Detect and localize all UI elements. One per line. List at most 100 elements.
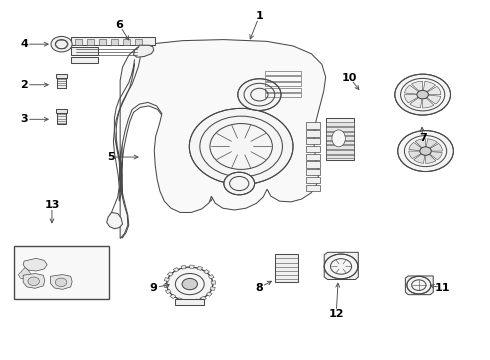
Polygon shape — [324, 252, 358, 279]
Polygon shape — [427, 86, 441, 95]
Text: 9: 9 — [150, 283, 158, 293]
Polygon shape — [23, 258, 47, 271]
Polygon shape — [412, 81, 423, 91]
Polygon shape — [415, 139, 425, 148]
Polygon shape — [200, 296, 206, 301]
Polygon shape — [206, 292, 212, 296]
Bar — [326, 145, 353, 149]
Polygon shape — [210, 287, 215, 291]
Polygon shape — [410, 98, 422, 108]
Bar — [326, 150, 353, 153]
Polygon shape — [208, 275, 214, 279]
Circle shape — [189, 108, 293, 185]
Polygon shape — [414, 154, 425, 163]
Circle shape — [51, 36, 72, 52]
Bar — [265, 76, 301, 81]
Polygon shape — [426, 139, 438, 148]
Text: 7: 7 — [419, 133, 427, 143]
Bar — [306, 138, 320, 144]
Text: 3: 3 — [20, 114, 28, 124]
Text: 2: 2 — [20, 80, 28, 90]
Polygon shape — [197, 266, 203, 270]
Polygon shape — [170, 294, 176, 299]
Polygon shape — [423, 98, 434, 108]
Polygon shape — [173, 267, 179, 272]
Circle shape — [238, 79, 281, 111]
Bar — [275, 254, 298, 282]
Bar — [306, 185, 320, 191]
Circle shape — [420, 147, 431, 155]
Circle shape — [28, 277, 40, 285]
Bar — [71, 37, 155, 45]
Polygon shape — [405, 85, 418, 94]
Polygon shape — [425, 154, 436, 163]
Circle shape — [55, 278, 67, 287]
Circle shape — [182, 278, 197, 290]
Bar — [57, 111, 66, 123]
Bar — [14, 246, 109, 299]
Bar — [265, 71, 301, 75]
Polygon shape — [409, 142, 421, 150]
Bar — [326, 154, 353, 158]
Text: 5: 5 — [107, 152, 114, 162]
Polygon shape — [204, 270, 210, 274]
Bar — [306, 177, 320, 183]
Bar — [57, 76, 66, 88]
Polygon shape — [430, 144, 442, 151]
Text: 6: 6 — [115, 20, 123, 30]
Bar — [306, 161, 320, 168]
Bar — [135, 39, 142, 45]
Ellipse shape — [332, 130, 345, 147]
Bar — [87, 39, 94, 45]
Text: 10: 10 — [342, 73, 357, 83]
Circle shape — [167, 267, 213, 301]
Bar — [111, 39, 118, 45]
Text: 12: 12 — [328, 309, 344, 319]
Bar — [326, 122, 353, 126]
Bar — [306, 122, 320, 129]
Polygon shape — [423, 81, 436, 92]
Polygon shape — [166, 289, 171, 294]
Bar — [265, 87, 301, 92]
Circle shape — [398, 131, 453, 171]
Bar — [306, 153, 320, 160]
Polygon shape — [107, 212, 122, 229]
Bar — [56, 109, 67, 113]
Text: 11: 11 — [435, 283, 451, 293]
Bar — [326, 141, 353, 144]
Bar — [265, 82, 301, 86]
Circle shape — [417, 90, 428, 99]
Bar — [98, 39, 106, 45]
Bar — [306, 169, 320, 175]
Bar — [326, 127, 353, 131]
Bar — [122, 39, 130, 45]
Polygon shape — [427, 95, 441, 104]
Text: 13: 13 — [44, 200, 60, 210]
Polygon shape — [405, 276, 433, 294]
Text: 8: 8 — [255, 283, 263, 293]
Polygon shape — [190, 265, 194, 269]
Circle shape — [407, 276, 431, 294]
Polygon shape — [194, 299, 198, 303]
Polygon shape — [211, 281, 216, 284]
Polygon shape — [430, 152, 442, 160]
Polygon shape — [164, 284, 169, 287]
Polygon shape — [404, 95, 418, 103]
Circle shape — [324, 254, 358, 279]
Bar — [74, 39, 82, 45]
Bar — [326, 132, 353, 135]
Bar — [306, 130, 320, 136]
Bar — [306, 146, 320, 152]
Polygon shape — [18, 267, 31, 279]
Circle shape — [395, 74, 450, 115]
Bar — [326, 136, 353, 140]
Polygon shape — [181, 265, 186, 269]
Polygon shape — [164, 278, 170, 281]
Polygon shape — [120, 40, 326, 239]
Polygon shape — [167, 272, 173, 276]
Polygon shape — [134, 45, 154, 57]
Bar — [265, 93, 301, 98]
Polygon shape — [121, 41, 321, 238]
Polygon shape — [177, 298, 182, 302]
Polygon shape — [185, 300, 190, 303]
